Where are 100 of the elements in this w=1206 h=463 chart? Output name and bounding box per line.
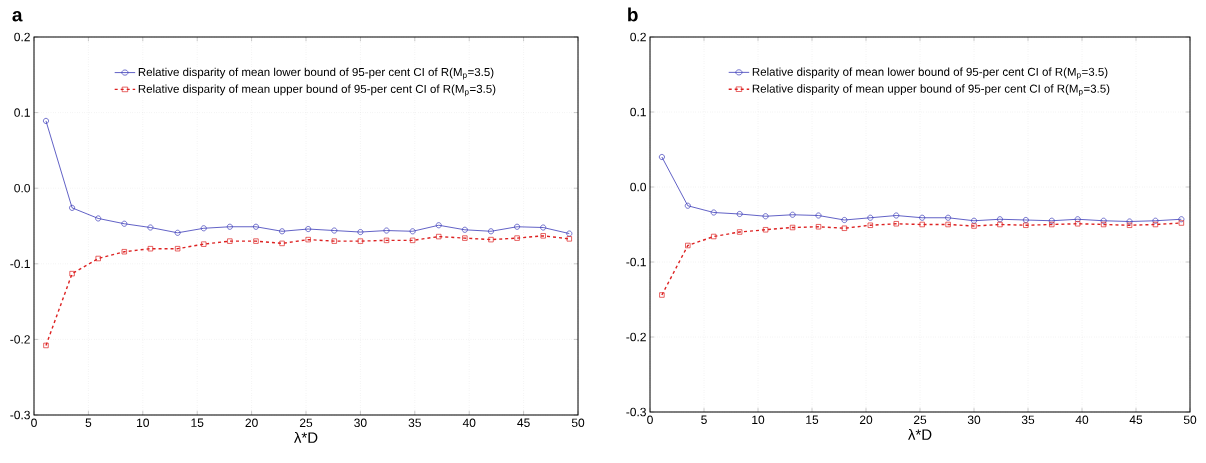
- y-tick-label: -0.3: [10, 410, 30, 420]
- point: [121, 249, 127, 255]
- x-axis-title: λ*D: [908, 428, 932, 440]
- point: [540, 224, 547, 231]
- point: [383, 237, 390, 244]
- y-tick-label: 0.2: [630, 32, 646, 42]
- x-tick-label: 5: [85, 418, 92, 427]
- x-tick-label: 0: [31, 418, 37, 428]
- point: [331, 227, 338, 234]
- point: [1100, 217, 1107, 224]
- x-tick-label: 5: [701, 415, 707, 424]
- point: [121, 220, 128, 227]
- point: [566, 236, 572, 242]
- point: [1126, 218, 1133, 225]
- point: [305, 236, 311, 243]
- point: [174, 246, 181, 252]
- x-tick-label: 0: [647, 415, 653, 425]
- legend-label: Relative disparity of mean lower bound of 95-per cent CI of R(M$_{p}$=3.5): [138, 67, 494, 80]
- point: [1152, 221, 1159, 228]
- point: [540, 233, 546, 239]
- point: [867, 222, 873, 228]
- point: [462, 235, 468, 241]
- y-tick-label: -0.1: [626, 257, 646, 267]
- point: [815, 224, 822, 230]
- x-tick-label: 20: [859, 415, 873, 425]
- point: [1152, 217, 1159, 224]
- point: [201, 241, 207, 247]
- x-tick-label: 50: [1183, 415, 1197, 425]
- x-tick-label: 45: [1129, 415, 1143, 424]
- legend-label: Relative disparity of mean upper bound of 95-per cent CI of R(M$_{p}$=3.5): [752, 84, 1110, 97]
- point: [488, 236, 494, 243]
- point: [200, 225, 207, 232]
- x-tick-label: 20: [245, 418, 258, 428]
- x-tick-label: 25: [299, 418, 313, 428]
- point: [945, 221, 951, 228]
- point: [1100, 221, 1107, 228]
- x-tick-label: 40: [462, 418, 476, 428]
- point: [279, 228, 286, 235]
- y-tick-label: 0.0: [630, 182, 647, 192]
- point: [174, 229, 181, 236]
- x-tick-label: 15: [806, 415, 819, 424]
- point: [711, 233, 717, 240]
- x-tick-label: 40: [1075, 415, 1089, 425]
- point: [253, 238, 259, 244]
- point: [227, 238, 233, 244]
- y-tick-label: -0.3: [626, 407, 646, 417]
- point: [1049, 221, 1055, 228]
- point: [435, 222, 442, 229]
- point: [867, 214, 874, 221]
- point: [1074, 216, 1081, 223]
- point: [331, 238, 337, 244]
- point: [1178, 220, 1185, 226]
- point: [971, 217, 977, 224]
- point: [279, 240, 285, 247]
- point: [436, 233, 442, 240]
- chart-title: a: [12, 11, 23, 22]
- y-tick-label: -0.2: [10, 335, 30, 344]
- y-tick-label: -0.1: [10, 259, 30, 269]
- point: [762, 213, 769, 220]
- y-tick-label: 0.0: [14, 183, 31, 193]
- point: [710, 209, 717, 216]
- point: [226, 223, 233, 230]
- x-tick-label: 30: [354, 418, 367, 428]
- y-tick-label: 0.1: [630, 107, 646, 117]
- point: [789, 224, 796, 231]
- x-axis-title: λ*D: [294, 431, 318, 443]
- chart-title: b: [628, 7, 638, 22]
- point: [997, 221, 1003, 228]
- point: [971, 223, 977, 229]
- y-tick-label: -0.2: [626, 332, 646, 342]
- point: [1075, 221, 1081, 227]
- x-tick-label: 10: [137, 418, 150, 428]
- point: [383, 227, 390, 234]
- point: [488, 228, 494, 235]
- point: [659, 292, 665, 298]
- point: [919, 214, 926, 221]
- point: [357, 229, 364, 235]
- point: [684, 202, 691, 209]
- point: [893, 212, 900, 219]
- point: [736, 211, 743, 217]
- point: [514, 223, 521, 230]
- point: [514, 235, 520, 241]
- point: [841, 225, 848, 231]
- x-tick-label: 35: [408, 418, 421, 428]
- x-tick-label: 50: [571, 418, 585, 428]
- point: [95, 255, 101, 262]
- y-tick-label: 0.1: [14, 108, 30, 117]
- point: [305, 226, 312, 232]
- point: [1126, 222, 1133, 228]
- point: [685, 242, 691, 249]
- point: [1023, 222, 1029, 228]
- point: [43, 342, 49, 349]
- point: [919, 221, 925, 228]
- x-tick-label: 35: [1021, 415, 1035, 425]
- point: [789, 211, 796, 218]
- x-tick-label: 10: [752, 415, 765, 425]
- point: [945, 214, 952, 221]
- point: [409, 237, 416, 244]
- x-tick-label: 45: [517, 418, 530, 427]
- x-tick-label: 30: [967, 415, 981, 425]
